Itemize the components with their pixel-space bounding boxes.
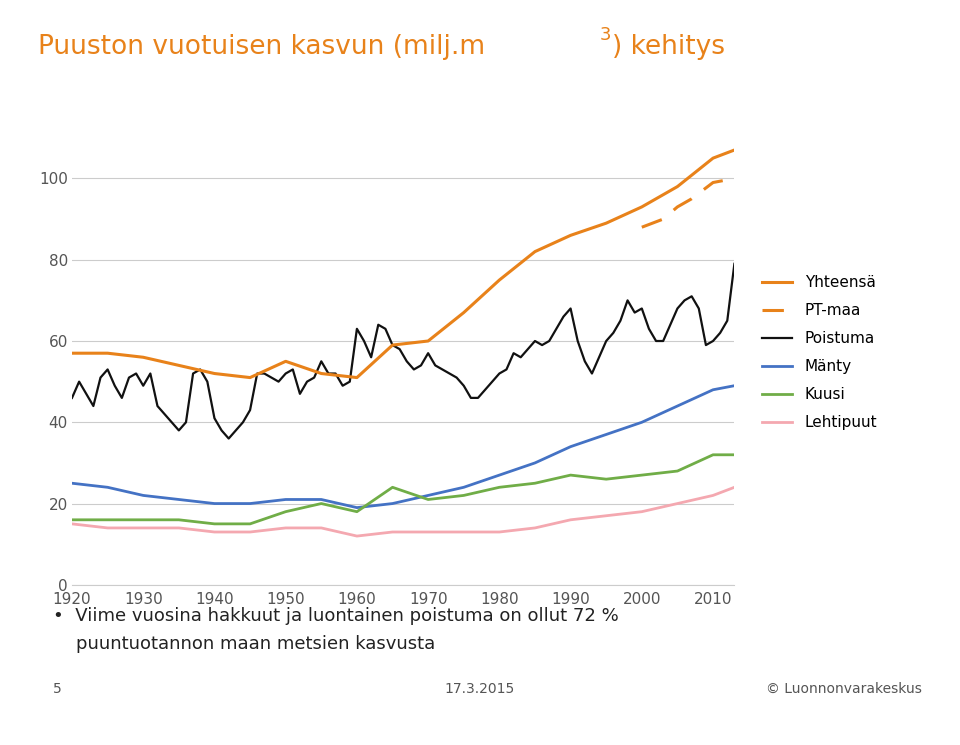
Text: Puuston vuotuisen kasvun (milj.m: Puuston vuotuisen kasvun (milj.m xyxy=(38,34,486,60)
Text: 5: 5 xyxy=(53,682,61,696)
Text: puuntuotannon maan metsien kasvusta: puuntuotannon maan metsien kasvusta xyxy=(53,635,435,653)
Text: ) kehitys: ) kehitys xyxy=(612,34,726,60)
Text: © Luonnonvarakeskus: © Luonnonvarakeskus xyxy=(766,682,922,696)
Text: 3: 3 xyxy=(600,26,612,44)
Text: •  Viime vuosina hakkuut ja luontainen poistuma on ollut 72 %: • Viime vuosina hakkuut ja luontainen po… xyxy=(53,607,618,625)
Legend: Yhteensä, PT-maa, Poistuma, Mänty, Kuusi, Lehtipuut: Yhteensä, PT-maa, Poistuma, Mänty, Kuusi… xyxy=(762,275,877,430)
Text: 17.3.2015: 17.3.2015 xyxy=(444,682,516,696)
